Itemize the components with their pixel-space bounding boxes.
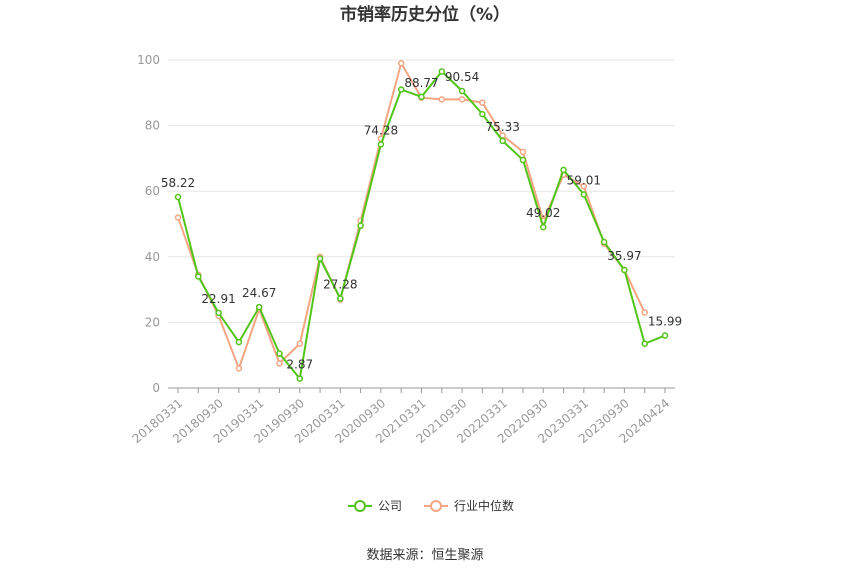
data-point	[276, 360, 283, 367]
y-tick-label: 100	[137, 53, 160, 67]
y-tick-label: 80	[145, 119, 160, 133]
legend-marker	[430, 500, 442, 512]
data-point	[215, 309, 222, 317]
data-point	[560, 166, 567, 174]
data-point	[580, 191, 588, 198]
data-point	[418, 93, 425, 101]
data-point	[337, 295, 344, 302]
data-point	[397, 60, 405, 67]
x-axis: 2018033120180930201903312019093020200331…	[130, 387, 675, 446]
data-point	[235, 338, 243, 346]
legend: 公司 行业中位数	[348, 498, 514, 513]
series-line	[177, 60, 646, 372]
data-point	[458, 87, 466, 95]
legend-label: 公司	[378, 499, 402, 513]
data-label: 49.02	[526, 206, 560, 220]
data-point	[195, 273, 202, 280]
data-label: 22.91	[201, 292, 235, 306]
data-point	[661, 332, 669, 339]
data-point	[438, 96, 446, 103]
data-label: 58.22	[161, 176, 195, 190]
data-point	[296, 375, 303, 382]
data-point	[235, 365, 243, 372]
y-tick-label: 0	[152, 381, 160, 395]
data-point	[641, 309, 648, 316]
y-tick-label: 60	[145, 184, 160, 198]
data-point	[296, 340, 303, 347]
data-point	[276, 350, 283, 357]
legend-label: 行业中位数	[454, 498, 514, 513]
data-point	[438, 68, 446, 75]
chart-title: 市销率历史分位（%）	[340, 4, 510, 25]
data-point	[316, 255, 324, 262]
data-point	[519, 148, 527, 156]
data-label: 59.01	[567, 173, 601, 187]
grid	[168, 59, 675, 323]
data-source: 数据来源：恒生聚源	[366, 548, 483, 563]
data-label: 90.54	[445, 70, 479, 84]
data-point	[580, 183, 588, 190]
data-label: 27.28	[323, 278, 357, 292]
y-axis: 0 20 40 60 80 100	[137, 53, 160, 395]
data-point	[397, 86, 405, 93]
data-point	[255, 303, 263, 311]
data-label: 75.33	[485, 120, 519, 134]
data-point	[600, 238, 608, 246]
data-point	[479, 110, 486, 118]
data-point	[621, 266, 628, 274]
data-point	[377, 141, 385, 148]
data-point	[519, 156, 527, 164]
legend-marker	[354, 500, 366, 512]
data-label: 35.97	[607, 249, 641, 263]
data-label: 24.67	[242, 286, 276, 300]
data-point	[479, 99, 486, 106]
y-tick-label: 20	[145, 315, 160, 329]
data-point	[540, 223, 547, 231]
data-point	[174, 214, 182, 221]
data-label: 88.77	[404, 76, 438, 90]
data-label: 2.87	[286, 358, 313, 372]
series-layer	[174, 60, 669, 382]
data-point	[357, 222, 364, 229]
data-label: 74.28	[364, 123, 398, 137]
y-tick-label: 40	[145, 250, 160, 264]
data-point	[174, 193, 182, 201]
data-point	[499, 137, 506, 145]
data-point	[458, 96, 466, 103]
data-labels: 58.22 22.91 24.67 2.87 27.28 74.28 88.77 90.54 7…	[161, 70, 682, 372]
data-label: 15.99	[648, 315, 682, 329]
data-point	[641, 340, 648, 347]
